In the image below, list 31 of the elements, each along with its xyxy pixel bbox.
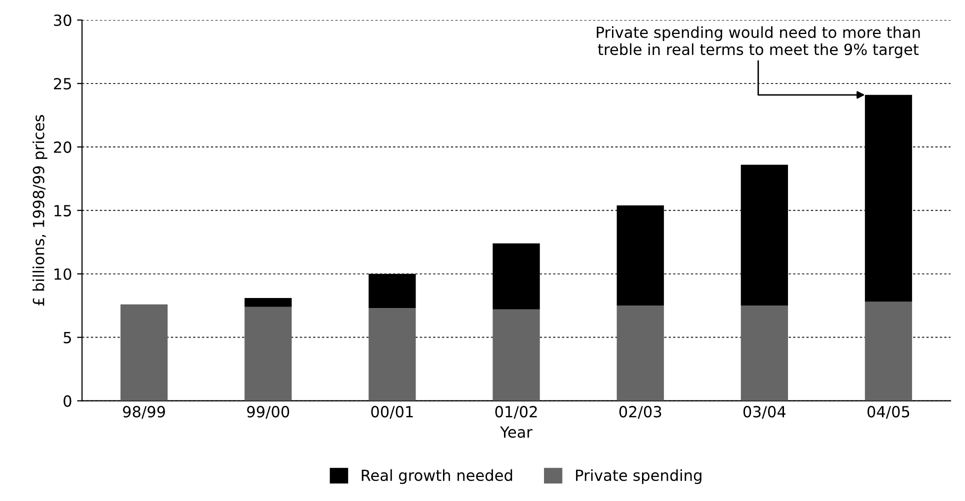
bar bbox=[740, 306, 788, 401]
bar bbox=[492, 243, 540, 310]
y-tick-label: 30 bbox=[54, 14, 72, 26]
y-tick-label: 25 bbox=[54, 78, 71, 90]
bar bbox=[120, 304, 168, 401]
x-tick-label: 04/05 bbox=[867, 406, 910, 419]
x-tick-label: 99/00 bbox=[247, 406, 290, 419]
x-tick-label: 98/99 bbox=[123, 406, 165, 419]
x-tick-label: 02/03 bbox=[619, 406, 662, 419]
y-tick-label: 10 bbox=[54, 268, 72, 280]
y-tick-label: 5 bbox=[64, 332, 71, 344]
bar bbox=[244, 298, 292, 307]
y-tick-label: 20 bbox=[54, 141, 72, 153]
bar bbox=[492, 309, 540, 401]
annotation: Private spending would need to more than treble in real terms to meet the 9% target bbox=[596, 26, 920, 58]
y-tick-label: 15 bbox=[54, 205, 71, 216]
y-axis-title: £ billions, 1998/99 prices bbox=[32, 115, 48, 306]
bar bbox=[864, 302, 912, 401]
bar bbox=[616, 306, 664, 401]
x-tick-label: 03/04 bbox=[743, 406, 786, 419]
x-axis-title: Year bbox=[500, 426, 532, 438]
legend-label: Real growth needed bbox=[362, 469, 512, 484]
x-tick-label: 00/01 bbox=[371, 406, 413, 419]
legend-label: Private spending bbox=[576, 469, 702, 484]
y-tick-label: 0 bbox=[64, 395, 72, 407]
bar bbox=[244, 306, 292, 401]
bar bbox=[740, 164, 788, 306]
bar bbox=[616, 205, 664, 306]
bar bbox=[368, 308, 416, 401]
x-tick-label: 01/02 bbox=[495, 406, 537, 419]
bar bbox=[368, 274, 416, 308]
